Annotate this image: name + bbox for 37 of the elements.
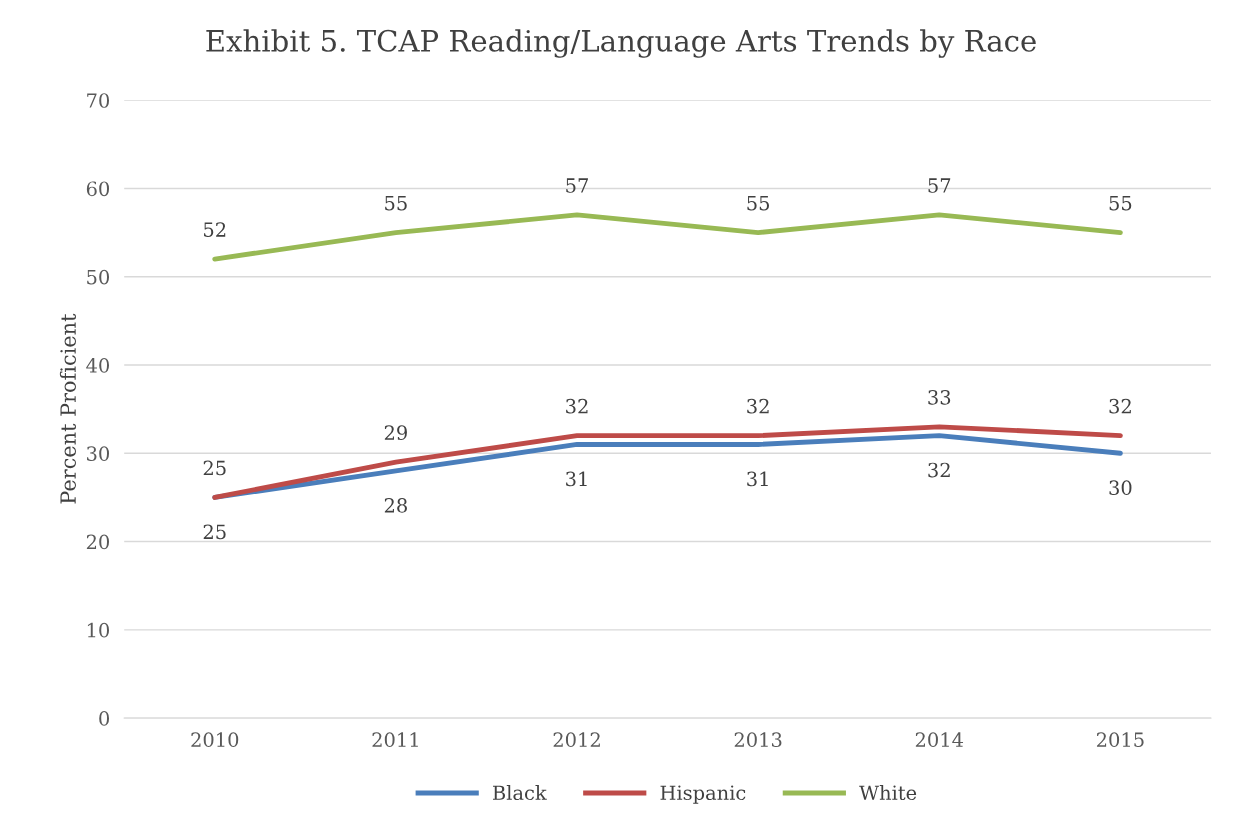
x-tick-label: 2010	[191, 732, 239, 748]
data-label: 25	[203, 460, 226, 476]
x-tick-label: 2012	[553, 732, 600, 748]
x-tick-label: 2013	[734, 732, 782, 748]
y-tick-label: 30	[87, 446, 110, 461]
data-label: 28	[384, 497, 407, 513]
data-label: 32	[566, 398, 588, 414]
y-tick-label: 70	[87, 93, 110, 108]
data-label: 57	[928, 178, 951, 193]
data-label: 32	[747, 398, 769, 414]
data-label: 55	[747, 196, 770, 211]
data-label: 32	[1109, 398, 1131, 414]
data-label: 57	[566, 178, 588, 193]
data-label: 30	[1109, 480, 1132, 496]
y-tick-label: 0	[99, 711, 110, 726]
data-label: 29	[384, 425, 407, 440]
data-label: 55	[1109, 196, 1132, 211]
y-tick-label: 10	[87, 622, 110, 638]
y-tick-label: 40	[86, 357, 110, 373]
y-axis-title: Percent Proficient	[59, 313, 76, 504]
data-label: 25	[203, 524, 226, 540]
chart-title: Exhibit 5. TCAP Reading/Language Arts Trends by Race	[206, 29, 1036, 58]
data-label: 55	[385, 196, 407, 211]
x-tick-label: 2014	[915, 732, 964, 748]
legend-label: White	[859, 785, 917, 801]
y-tick-label: 20	[86, 534, 110, 550]
data-label: 32	[928, 462, 950, 478]
y-tick-label: 50	[87, 269, 110, 285]
x-tick-label: 2015	[1096, 732, 1144, 748]
data-label: 52	[204, 222, 226, 237]
y-tick-label: 60	[86, 181, 110, 197]
data-label: 33	[928, 389, 951, 405]
legend-label: Hispanic	[660, 785, 746, 804]
data-label: 31	[747, 471, 768, 487]
x-tick-label: 2011	[372, 732, 418, 748]
legend-label: Black	[492, 785, 547, 801]
data-label: 31	[566, 471, 587, 487]
